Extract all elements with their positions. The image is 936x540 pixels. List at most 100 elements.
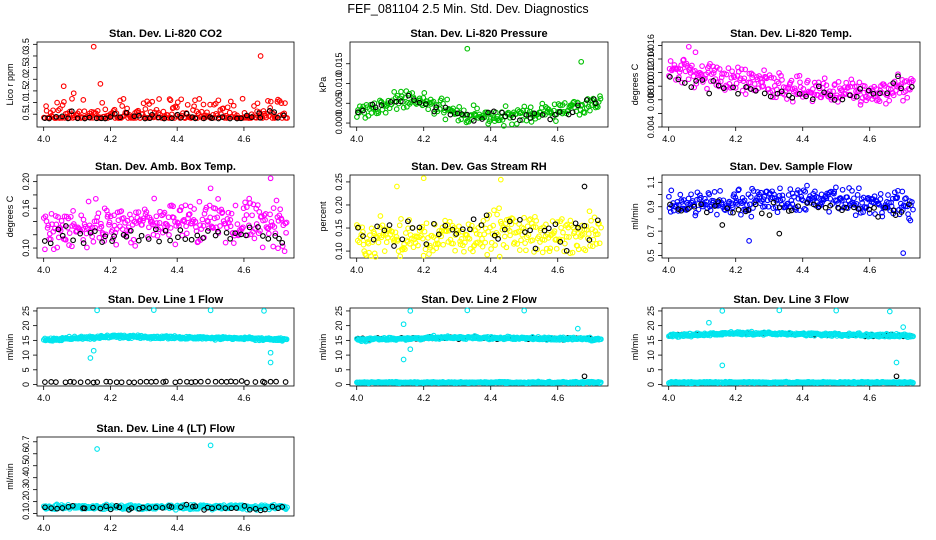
data-point xyxy=(106,221,112,228)
data-point xyxy=(910,77,916,84)
data-point xyxy=(798,196,805,203)
data-point xyxy=(371,250,378,257)
data-point xyxy=(845,84,851,90)
data-point xyxy=(503,244,510,251)
data-point xyxy=(466,235,473,242)
data-point xyxy=(464,45,471,52)
data-point xyxy=(415,242,421,249)
data-point xyxy=(355,224,361,231)
x-tick-label: 4.4 xyxy=(171,523,184,534)
data-point xyxy=(174,104,180,111)
data-point xyxy=(210,225,216,231)
data-point xyxy=(551,228,558,234)
data-point xyxy=(282,220,289,227)
data-point xyxy=(131,379,138,386)
data-point xyxy=(676,69,683,75)
data-point xyxy=(419,235,426,242)
data-point xyxy=(765,203,772,210)
data-point xyxy=(431,220,437,227)
data-point xyxy=(46,115,53,122)
data-point xyxy=(107,114,114,120)
data-point xyxy=(714,211,720,218)
data-point xyxy=(261,379,268,386)
data-point xyxy=(152,226,159,233)
data-point xyxy=(875,214,881,220)
data-point xyxy=(438,95,445,102)
x-tick-label: 4.2 xyxy=(417,393,430,404)
data-point xyxy=(804,182,810,189)
data-point xyxy=(893,359,900,366)
data-point xyxy=(593,241,600,247)
panel-title: Stan. Dev. Gas Stream RH xyxy=(411,161,547,173)
y-tick-label: 25 xyxy=(21,306,31,316)
data-point xyxy=(107,506,114,513)
data-point xyxy=(118,379,125,386)
data-point xyxy=(152,504,159,511)
panel-title: Stan. Dev. Line 4 (LT) Flow xyxy=(96,423,235,435)
data-point xyxy=(411,97,417,104)
data-point xyxy=(42,379,48,385)
data-point xyxy=(211,215,218,222)
data-point xyxy=(886,308,893,315)
data-point xyxy=(283,219,290,226)
data-point xyxy=(93,218,100,224)
data-point xyxy=(545,225,552,232)
data-point xyxy=(827,195,834,202)
data-point xyxy=(116,504,123,511)
data-point xyxy=(735,90,741,97)
data-point xyxy=(693,80,700,87)
data-point xyxy=(899,188,906,195)
series-all xyxy=(354,307,604,387)
data-point xyxy=(539,112,546,118)
data-point xyxy=(890,92,897,99)
data-point xyxy=(715,198,721,205)
data-point xyxy=(184,378,190,385)
data-point xyxy=(910,333,916,340)
data-point xyxy=(492,242,498,248)
data-point xyxy=(130,236,137,243)
data-point xyxy=(575,102,581,109)
data-point xyxy=(526,217,532,223)
x-tick-label: 4.2 xyxy=(729,265,742,276)
data-point xyxy=(499,226,506,233)
y-tick-label: 1.0 xyxy=(21,96,31,109)
data-point xyxy=(675,76,682,83)
data-point xyxy=(777,185,783,192)
data-point xyxy=(269,503,276,510)
y-axis-label: degrees C xyxy=(630,63,640,105)
data-point xyxy=(433,236,440,243)
data-point xyxy=(148,379,155,385)
data-point xyxy=(219,114,226,120)
data-point xyxy=(780,196,786,202)
data-point xyxy=(80,97,87,103)
data-point xyxy=(746,238,752,244)
data-point xyxy=(810,201,817,208)
x-tick-label: 4.4 xyxy=(484,265,497,276)
series-all xyxy=(354,45,604,129)
data-point xyxy=(273,197,280,204)
data-point xyxy=(207,101,213,108)
data-point xyxy=(257,53,264,59)
y-tick-label: 25 xyxy=(334,306,344,316)
data-point xyxy=(192,378,199,385)
data-point xyxy=(246,506,253,513)
data-point xyxy=(95,210,102,217)
data-point xyxy=(128,239,134,246)
data-point xyxy=(789,94,796,101)
x-tick-label: 4.0 xyxy=(662,265,675,276)
data-point xyxy=(446,227,453,234)
data-point xyxy=(809,96,816,103)
data-point xyxy=(167,237,173,244)
data-point xyxy=(547,245,554,252)
data-point xyxy=(552,221,559,228)
data-point xyxy=(771,191,777,198)
data-point xyxy=(400,356,407,363)
data-point xyxy=(224,104,231,111)
data-point xyxy=(63,223,69,229)
data-point xyxy=(558,224,564,231)
series-overlay xyxy=(666,328,916,341)
data-point xyxy=(102,106,109,113)
data-point xyxy=(449,226,456,233)
data-point xyxy=(278,217,285,223)
data-point xyxy=(742,91,749,97)
